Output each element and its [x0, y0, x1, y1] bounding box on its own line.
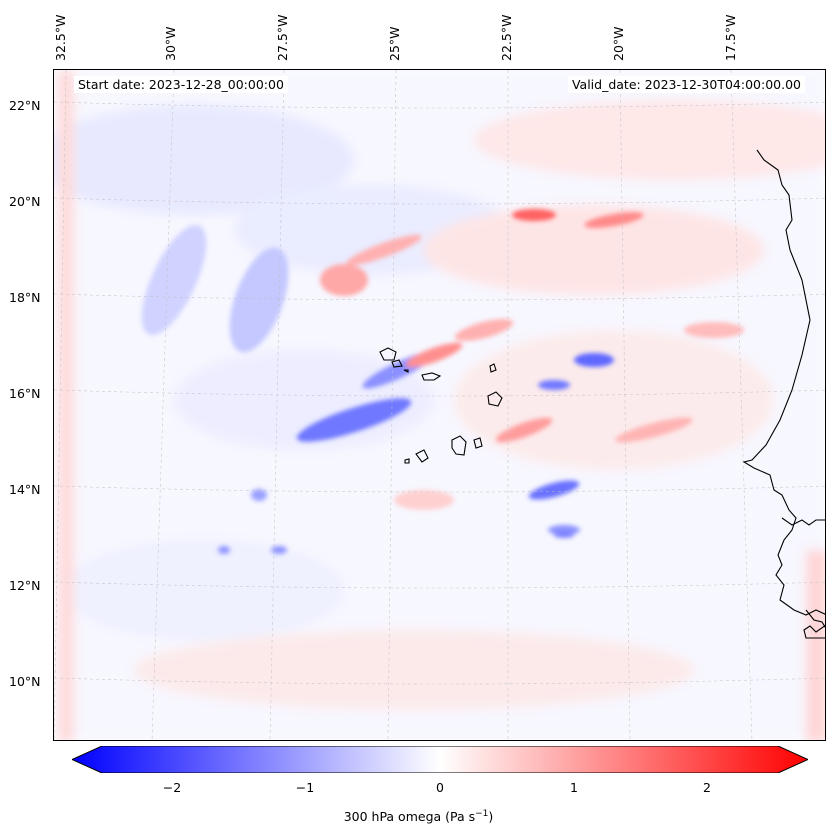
field-background	[54, 70, 825, 740]
colorbar-tick-neg1: −1	[295, 780, 315, 795]
lat-label-14n: 14°N	[9, 482, 41, 497]
lat-label-10n: 10°N	[9, 674, 41, 689]
colorbar-label-text: 300 hPa omega (Pa s	[343, 809, 476, 825]
colorbar-tick-2: 2	[703, 780, 711, 795]
colorbar	[72, 746, 808, 773]
lat-label-12n: 12°N	[9, 578, 41, 593]
lon-label-25w: 25°W	[387, 26, 402, 61]
colorbar-scale	[72, 746, 808, 773]
colorbar-tick-neg2: −2	[162, 780, 182, 795]
lat-label-18n: 18°N	[9, 290, 41, 305]
field-features	[141, 209, 744, 554]
colorbar-label-sup: −1	[475, 809, 489, 819]
lon-label-22-5w: 22.5°W	[499, 14, 514, 61]
lon-label-32-5w: 32.5°W	[53, 14, 68, 61]
colorbar-label-end: )	[488, 809, 494, 825]
start-date-label: Start date: 2023-12-28_00:00:00	[74, 76, 288, 93]
lon-label-30w: 30°W	[163, 26, 178, 61]
colorbar-tick-0: 0	[436, 780, 444, 795]
coastline	[379, 149, 825, 639]
lon-label-27-5w: 27.5°W	[275, 14, 290, 61]
omega-field	[54, 70, 825, 740]
colorbar-tick-1: 1	[570, 780, 578, 795]
graticule	[54, 70, 825, 740]
lat-label-20n: 20°N	[9, 194, 41, 209]
lon-label-20w: 20°W	[611, 26, 626, 61]
map-panel	[53, 69, 826, 741]
valid-date-label: Valid_date: 2023-12-30T04:00:00.00	[567, 76, 805, 93]
colorbar-label: 300 hPa omega (Pa s−1)	[0, 809, 837, 824]
lat-label-16n: 16°N	[9, 386, 41, 401]
lon-label-17-5w: 17.5°W	[723, 14, 738, 61]
lat-label-22n: 22°N	[9, 98, 41, 113]
